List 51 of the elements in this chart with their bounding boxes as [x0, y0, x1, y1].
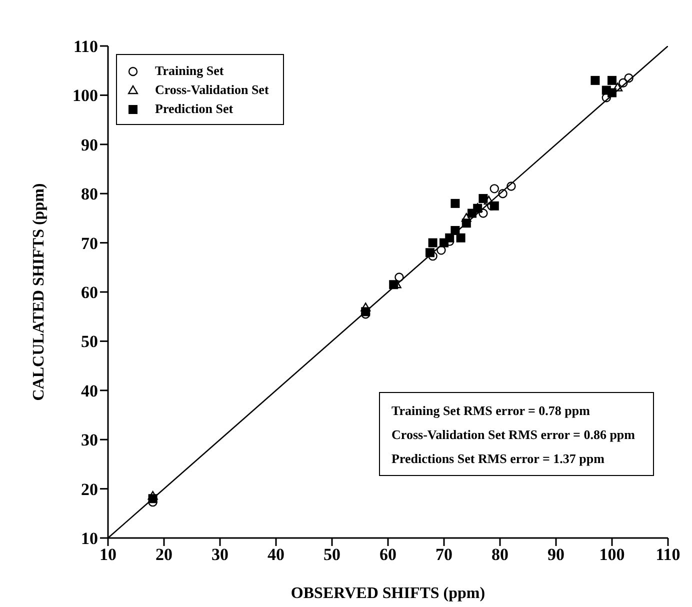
x-axis-title: OBSERVED SHIFTS (ppm) — [290, 585, 486, 602]
point — [484, 196, 494, 205]
y-tick-label: 90 — [81, 135, 98, 154]
y-tick-label: 50 — [81, 332, 98, 352]
y-axis-title: CALCULATED SHIFTS (ppm) — [30, 183, 48, 401]
annotation: Training Set RMS error = 0.78 ppm — [392, 402, 591, 420]
x-tick-label: 110 — [656, 545, 680, 564]
legend-label: Training Set — [155, 62, 224, 80]
x-tick-label: 70 — [436, 545, 452, 564]
y-tick-label: 70 — [81, 234, 98, 253]
x-tick-label: 30 — [212, 545, 228, 564]
y-tick-label: 30 — [81, 430, 98, 450]
point — [618, 78, 628, 88]
y-tick-label: 10 — [81, 529, 98, 548]
y-tick-label: 100 — [72, 86, 98, 106]
point — [590, 76, 600, 85]
point — [436, 246, 446, 255]
legend-label: Prediction Set — [155, 100, 234, 118]
y-tick-label: 110 — [73, 37, 98, 56]
point — [478, 194, 488, 204]
x-tick-label: 40 — [268, 545, 284, 564]
point — [490, 184, 499, 194]
legend-label: Cross-Validation Set — [155, 81, 269, 99]
x-tick-label: 100 — [599, 545, 625, 564]
x-tick-label: 20 — [156, 545, 172, 564]
point — [498, 189, 508, 198]
y-tick-label: 40 — [81, 381, 98, 400]
point — [394, 272, 404, 282]
y-tick-label: 60 — [81, 283, 98, 302]
point — [148, 490, 158, 500]
point — [624, 73, 634, 83]
point — [428, 238, 438, 248]
x-tick-label: 90 — [548, 545, 564, 564]
x-tick-label: 80 — [492, 545, 508, 564]
point — [608, 76, 616, 85]
point — [360, 302, 371, 312]
annotation: Predictions Set RMS error = 1.37 ppm — [392, 450, 606, 468]
point — [450, 226, 460, 235]
annotation: Cross-Validation Set RMS error = 0.86 ppm — [392, 426, 635, 444]
point — [478, 208, 488, 218]
point — [456, 233, 466, 242]
point — [461, 213, 472, 222]
point — [506, 182, 516, 191]
x-tick-label: 60 — [380, 545, 396, 564]
point — [450, 198, 460, 208]
x-tick-label: 10 — [100, 545, 116, 564]
y-tick-label: 80 — [81, 184, 98, 204]
point — [612, 82, 623, 92]
x-tick-label: 50 — [324, 545, 340, 564]
y-tick-label: 20 — [81, 480, 98, 499]
point — [428, 251, 438, 261]
